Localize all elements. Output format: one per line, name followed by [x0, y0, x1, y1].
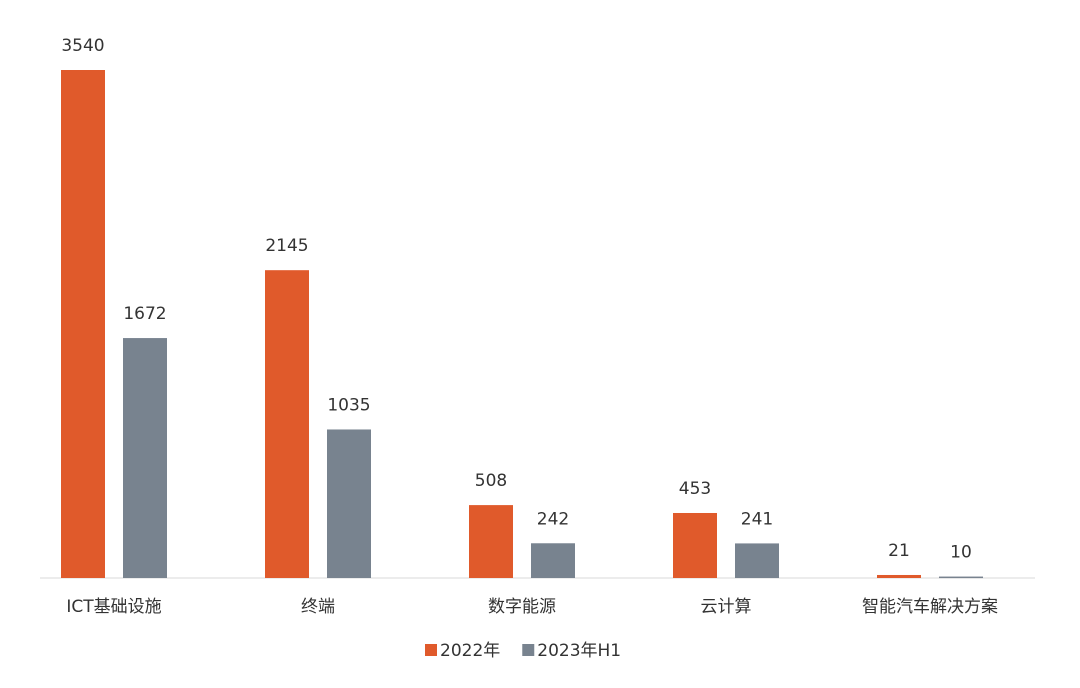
x-tick-label: ICT基础设施 — [66, 597, 161, 617]
bar — [327, 429, 371, 578]
x-tick-label: 智能汽车解决方案 — [862, 597, 998, 617]
data-label: 242 — [537, 509, 569, 529]
x-tick-label: 终端 — [301, 597, 335, 617]
bar — [123, 338, 167, 578]
x-tick-label: 数字能源 — [488, 597, 556, 617]
bar — [735, 543, 779, 578]
bar — [61, 70, 105, 578]
data-label: 453 — [679, 479, 711, 499]
legend-label: 2022年 — [440, 641, 500, 661]
legend-label: 2023年H1 — [537, 641, 621, 661]
data-label: 1672 — [123, 304, 166, 324]
bar — [939, 576, 983, 579]
x-tick-label: 云计算 — [701, 597, 752, 617]
data-label: 10 — [950, 543, 972, 563]
data-label: 2145 — [265, 236, 308, 256]
legend-swatch — [522, 644, 535, 656]
data-label: 21 — [888, 541, 910, 561]
data-label: 508 — [475, 471, 507, 491]
data-label: 241 — [741, 509, 773, 529]
bar — [673, 512, 717, 578]
bar — [531, 543, 575, 578]
legend-swatch — [425, 644, 437, 656]
bar — [469, 505, 513, 578]
data-label: 1035 — [327, 395, 370, 415]
data-label: 3540 — [61, 36, 104, 56]
bar — [877, 574, 921, 578]
bar — [265, 270, 309, 578]
